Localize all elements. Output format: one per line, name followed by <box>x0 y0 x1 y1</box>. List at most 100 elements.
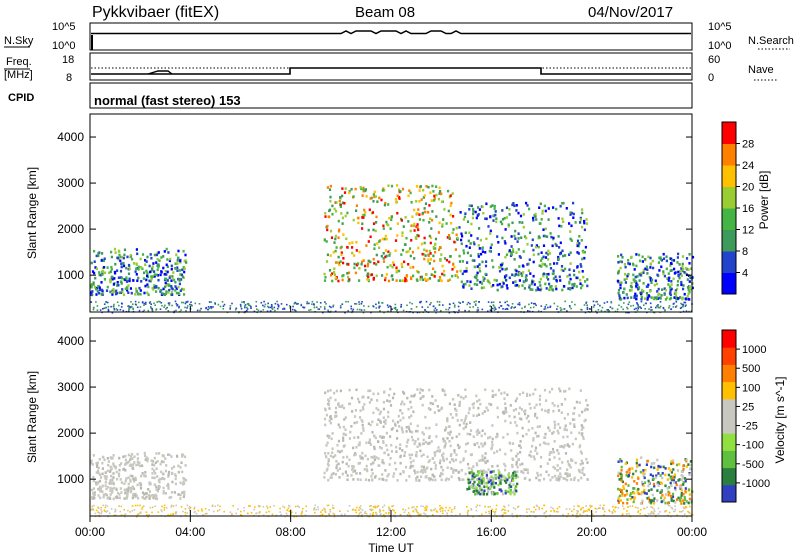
range-gate-cell <box>680 491 683 495</box>
near-range-cell <box>265 511 268 514</box>
range-gate-cell <box>559 204 562 208</box>
range-gate-cell <box>405 250 408 254</box>
range-gate-cell <box>478 484 481 488</box>
range-gate-cell <box>431 210 434 213</box>
range-gate-cell <box>417 246 420 250</box>
range-gate-cell <box>100 259 103 262</box>
near-range-cell <box>556 305 559 308</box>
range-gate-cell <box>130 456 133 460</box>
range-gate-cell <box>461 272 464 276</box>
range-gate-cell <box>371 472 374 475</box>
range-gate-cell <box>357 216 360 220</box>
range-gate-cell <box>428 249 431 253</box>
range-gate-cell <box>364 454 367 458</box>
nsearch-tick-top: 10^5 <box>708 21 732 33</box>
range-gate-cell <box>586 461 589 464</box>
range-gate-cell <box>334 261 338 264</box>
range-gate-cell <box>498 474 501 477</box>
range-gate-cell <box>148 264 151 268</box>
near-range-cell <box>223 303 226 306</box>
near-range-cell <box>288 510 291 512</box>
range-gate-cell <box>389 264 392 267</box>
range-gate-cell <box>348 437 351 440</box>
range-gate-cell <box>672 459 675 462</box>
near-range-cell <box>609 510 611 513</box>
near-range-cell <box>517 505 520 508</box>
range-gate-cell <box>410 277 413 281</box>
range-gate-cell <box>687 288 690 292</box>
range-gate-cell <box>547 408 550 412</box>
near-range-cell <box>393 307 396 309</box>
range-gate-cell <box>442 437 445 441</box>
range-gate-cell <box>562 220 565 223</box>
range-gate-cell <box>482 276 485 279</box>
near-range-cell <box>492 301 495 303</box>
range-gate-cell <box>636 275 639 278</box>
near-range-cell <box>466 511 469 514</box>
range-gate-cell <box>580 265 583 268</box>
near-range-cell <box>606 301 609 303</box>
near-range-cell <box>277 303 279 306</box>
range-gate-cell <box>151 267 154 270</box>
range-gate-cell <box>439 259 442 262</box>
range-gate-cell <box>323 238 326 242</box>
near-range-cell <box>659 306 661 309</box>
range-gate-cell <box>586 284 589 288</box>
near-range-cell <box>190 304 193 306</box>
range-gate-cell <box>682 499 685 502</box>
near-range-cell <box>204 507 207 510</box>
near-range-cell <box>659 511 661 513</box>
range-gate-cell <box>504 408 507 412</box>
near-range-cell <box>643 304 645 306</box>
range-gate-cell <box>680 267 683 270</box>
near-range-cell <box>380 513 382 515</box>
near-range-cell <box>283 308 286 310</box>
range-gate-cell <box>635 458 639 462</box>
range-gate-cell <box>435 435 438 438</box>
range-gate-cell <box>114 271 117 275</box>
range-gate-cell <box>623 278 626 281</box>
range-gate-cell <box>336 449 339 453</box>
range-gate-cell <box>418 200 421 203</box>
near-range-cell <box>503 505 505 508</box>
near-range-cell <box>597 309 600 311</box>
range-gate-cell <box>470 287 473 290</box>
near-range-cell <box>359 308 361 311</box>
range-gate-cell <box>618 478 621 481</box>
range-gate-cell <box>569 466 572 469</box>
near-range-cell <box>348 505 351 507</box>
range-gate-cell <box>163 477 166 481</box>
range-gate-cell <box>445 426 448 429</box>
range-gate-cell <box>492 265 495 269</box>
near-range-cell <box>136 306 139 309</box>
near-range-cell <box>145 511 148 513</box>
range-gate-cell <box>639 273 642 277</box>
range-gate-cell <box>181 482 184 486</box>
range-gate-cell <box>344 416 347 419</box>
near-range-cell <box>254 506 256 508</box>
range-gate-cell <box>629 492 633 495</box>
near-range-cell <box>467 301 470 304</box>
range-gate-cell <box>153 253 156 257</box>
range-gate-cell <box>332 251 335 254</box>
near-range-cell <box>360 309 363 311</box>
range-gate-cell <box>656 290 659 293</box>
range-gate-cell <box>494 393 497 397</box>
range-gate-cell <box>384 201 387 205</box>
range-gate-cell <box>509 481 512 484</box>
near-range-cell <box>311 300 314 303</box>
range-gate-cell <box>685 257 689 260</box>
range-gate-cell <box>681 262 684 266</box>
near-range-cell <box>262 514 265 517</box>
range-gate-cell <box>361 423 364 427</box>
near-range-cell <box>394 303 397 306</box>
near-range-cell <box>262 309 265 311</box>
range-gate-cell <box>404 243 407 246</box>
range-gate-cell <box>329 421 332 425</box>
near-range-cell <box>659 301 662 303</box>
range-gate-cell <box>382 416 385 419</box>
range-gate-cell <box>323 279 327 282</box>
range-gate-cell <box>528 478 531 482</box>
near-range-cell <box>292 305 294 308</box>
range-gate-cell <box>554 275 557 279</box>
